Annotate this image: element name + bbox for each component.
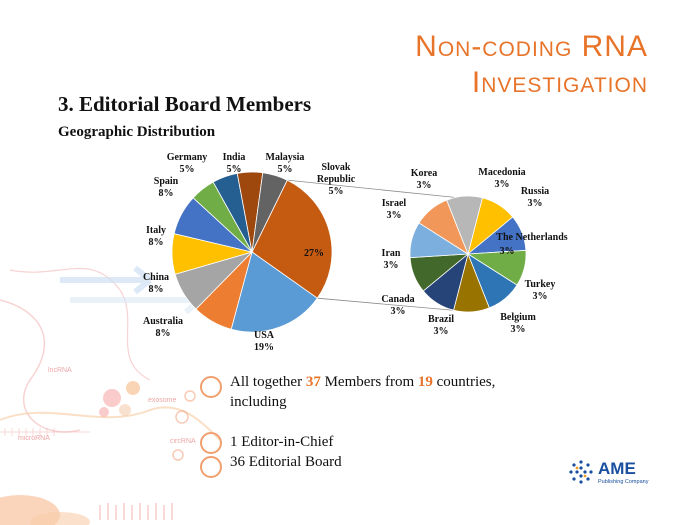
slice-others — [251, 179, 333, 299]
bullet-circle — [200, 456, 222, 478]
chart-labels: 27% USA 19% Australia 8% China 8% Italy 8% Spain 8… — [143, 152, 568, 353]
slice-usa — [230, 251, 318, 333]
deco-label-exosome: exosome — [148, 397, 177, 404]
role-editor-in-chief: 1 Editor-in-Chief — [230, 434, 334, 450]
label-turkey: Turkey 3% — [525, 279, 556, 302]
secondary-pie — [409, 195, 527, 313]
summary-part: Members from — [320, 374, 418, 390]
bullet-circle — [200, 432, 222, 454]
main-pie — [171, 171, 333, 333]
label-spain: Spain 8% — [154, 176, 179, 199]
ame-logo-name: AME — [598, 459, 636, 478]
brand-line-2: Investigation — [471, 66, 648, 99]
ame-logo: AME Publishing Company — [568, 455, 668, 495]
label-italy: Italy 8% — [146, 225, 166, 248]
countries-count: 19 — [417, 374, 433, 390]
label-belgium: Belgium 3% — [500, 312, 536, 335]
label-china: China 8% — [143, 272, 169, 295]
connector-line-top — [287, 179, 457, 198]
deco-label-circrna: circRNA — [170, 438, 196, 445]
label-iran: Iran 3% — [382, 248, 401, 271]
label-korea: Korea 3% — [411, 168, 437, 191]
slice-slovak-republic — [251, 172, 288, 253]
label-the-netherlands: The Netherlands — [496, 232, 568, 243]
role-editorial-board: 36 Editorial Board — [230, 454, 342, 470]
members-count: 37 — [305, 374, 321, 390]
label-india: India 5% — [223, 152, 246, 175]
label-australia: Australia 8% — [143, 316, 183, 339]
label-germany: Germany 5% — [167, 152, 208, 175]
label-macedonia: Macedonia 3% — [478, 167, 525, 190]
page-title: 3. Editorial Board Members — [58, 92, 312, 116]
ame-logo-tagline: Publishing Company — [598, 479, 649, 485]
ame-logo-icon — [569, 460, 593, 484]
chart-subtitle: Geographic Distribution — [58, 124, 216, 140]
summary-part: countries, — [432, 374, 496, 390]
label-israel: Israel 3% — [382, 198, 407, 221]
summary-text: All together 37 Members from 19 countrie… — [230, 372, 560, 412]
label-russia: Russia 3% — [521, 186, 549, 209]
label-the-netherlands-value: 3% — [500, 246, 515, 257]
connector-line-bottom — [317, 297, 457, 311]
label-malaysia: Malaysia 5% — [266, 152, 305, 175]
label-brazil: Brazil 3% — [428, 314, 454, 337]
label-slovak-republic: Slovak Republic 5% — [317, 162, 356, 197]
brand-line-1: Non-coding RNA — [415, 30, 648, 63]
label-usa: USA 19% — [254, 330, 275, 353]
deco-label-lncrna: lncRNA — [48, 367, 72, 374]
slice-korea — [446, 195, 483, 256]
summary-part: All together — [230, 374, 306, 390]
roles-list: 1 Editor-in-Chief 36 Editorial Board — [230, 432, 342, 472]
label-canada: Canada 3% — [381, 294, 414, 317]
summary-part: including — [230, 394, 287, 410]
label-others: 27% — [304, 248, 324, 259]
connector-lines — [287, 179, 457, 311]
bullet-circle — [200, 376, 222, 398]
deco-label-microrna: microRNA — [18, 435, 50, 442]
